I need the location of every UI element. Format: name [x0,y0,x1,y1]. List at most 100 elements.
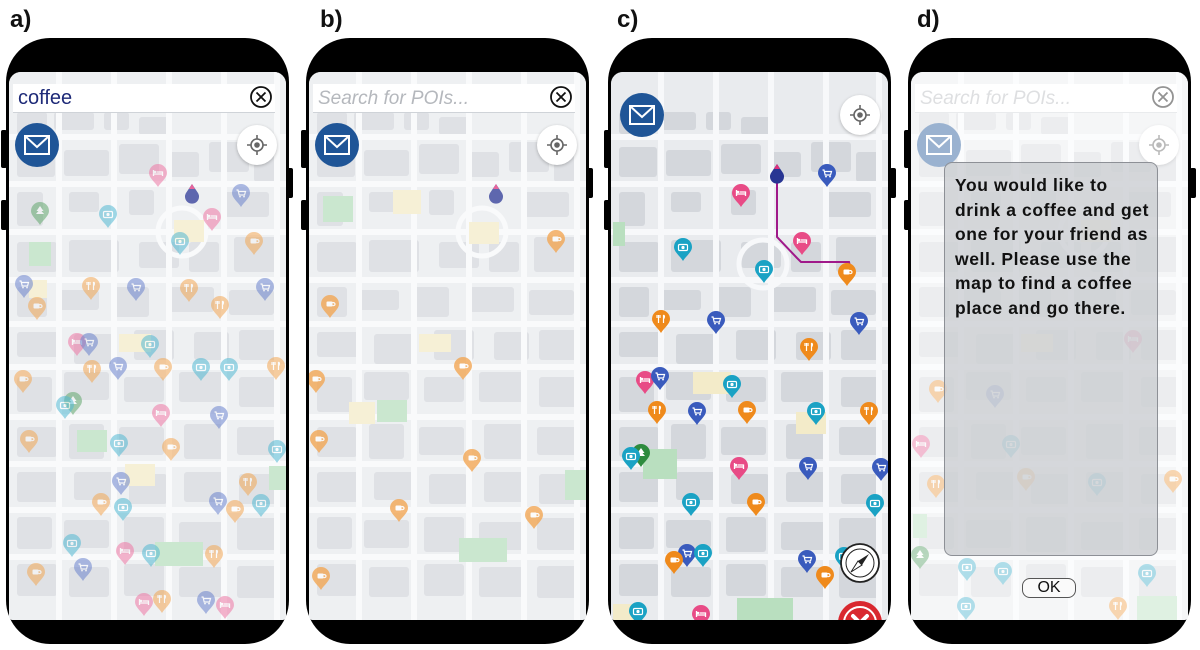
map-view[interactable] [611,72,888,620]
poi-marker-camera[interactable] [110,434,128,457]
poi-marker-coffee[interactable] [154,358,172,381]
poi-marker-coffee[interactable] [547,230,565,253]
poi-marker-shopping[interactable] [232,184,250,207]
poi-marker-coffee[interactable] [665,551,683,574]
map-screen[interactable] [611,72,888,620]
poi-marker-coffee[interactable] [747,493,765,516]
poi-marker-camera[interactable] [99,205,117,228]
poi-marker-shopping[interactable] [872,458,888,481]
poi-marker-camera[interactable] [674,238,692,261]
poi-marker-shopping[interactable] [109,357,127,380]
poi-marker-hotel[interactable] [730,457,748,480]
search-bar[interactable]: Search for POIs... [313,84,575,113]
poi-marker-coffee[interactable] [816,566,834,589]
poi-marker-shopping[interactable] [15,275,33,298]
poi-marker-shopping[interactable] [210,406,228,429]
poi-marker-restaurant[interactable] [83,360,101,383]
poi-marker-coffee[interactable] [245,232,263,255]
poi-marker-camera[interactable] [629,602,647,620]
poi-marker-hotel[interactable] [149,164,167,187]
poi-marker-shopping[interactable] [112,472,130,495]
poi-marker-shopping[interactable] [209,492,227,515]
poi-marker-camera[interactable] [171,232,189,255]
poi-marker-hotel[interactable] [732,184,750,207]
locate-button[interactable] [537,125,577,165]
poi-marker-restaurant[interactable] [211,296,229,319]
poi-marker-camera[interactable] [63,534,81,557]
poi-marker-restaurant[interactable] [239,473,257,496]
poi-marker-camera[interactable] [268,440,286,463]
poi-marker-coffee[interactable] [525,506,543,529]
poi-marker-restaurant[interactable] [860,402,878,425]
poi-marker-restaurant[interactable] [205,545,223,568]
poi-marker-coffee[interactable] [738,401,756,424]
poi-marker-shopping[interactable] [197,591,215,614]
search-input[interactable]: coffee [18,87,73,109]
poi-marker-restaurant[interactable] [153,590,171,613]
poi-marker-coffee[interactable] [454,357,472,380]
poi-marker-camera[interactable] [723,375,741,398]
poi-marker-hotel[interactable] [636,371,654,394]
poi-marker-camera[interactable] [755,260,773,283]
messages-button[interactable] [315,123,359,167]
messages-button[interactable] [620,93,664,137]
poi-marker-restaurant[interactable] [180,279,198,302]
locate-button[interactable] [237,125,277,165]
poi-marker-coffee[interactable] [20,430,38,453]
map-screen[interactable]: Search for POIs... [309,72,586,620]
poi-marker-camera[interactable] [866,494,884,517]
poi-marker-camera[interactable] [682,493,700,516]
map-view[interactable] [9,72,286,620]
poi-marker-coffee[interactable] [28,297,46,320]
poi-marker-restaurant[interactable] [82,277,100,300]
poi-marker-hotel[interactable] [692,605,710,620]
poi-marker-hotel[interactable] [152,404,170,427]
poi-marker-coffee[interactable] [226,500,244,523]
poi-marker-coffee[interactable] [162,438,180,461]
close-icon[interactable] [249,85,273,109]
poi-marker-shopping[interactable] [818,164,836,187]
poi-marker-restaurant[interactable] [652,310,670,333]
poi-marker-restaurant[interactable] [800,338,818,361]
poi-marker-camera[interactable] [252,494,270,517]
poi-marker-coffee[interactable] [27,563,45,586]
poi-marker-shopping[interactable] [799,457,817,480]
poi-marker-shopping[interactable] [127,278,145,301]
poi-marker-restaurant[interactable] [648,401,666,424]
messages-button[interactable] [15,123,59,167]
poi-marker-camera[interactable] [141,335,159,358]
poi-marker-camera[interactable] [220,358,238,381]
poi-marker-coffee[interactable] [463,449,481,472]
poi-marker-shopping[interactable] [798,550,816,573]
poi-marker-shopping[interactable] [80,333,98,356]
poi-marker-camera[interactable] [114,498,132,521]
poi-marker-shopping[interactable] [651,367,669,390]
poi-marker-hotel[interactable] [793,232,811,255]
poi-marker-coffee[interactable] [14,370,32,393]
poi-marker-restaurant[interactable] [267,357,285,380]
poi-marker-shopping[interactable] [256,278,274,301]
poi-marker-shopping[interactable] [688,402,706,425]
poi-marker-hotel[interactable] [203,208,221,231]
poi-marker-coffee[interactable] [390,499,408,522]
poi-marker-coffee[interactable] [309,370,325,393]
poi-marker-camera[interactable] [807,402,825,425]
exit-icon[interactable] [837,600,883,620]
poi-marker-camera[interactable] [192,358,210,381]
map-screen[interactable]: coffee [9,72,286,620]
poi-marker-coffee[interactable] [312,567,330,590]
poi-marker-hotel[interactable] [216,596,234,619]
poi-marker-camera[interactable] [142,544,160,567]
poi-marker-hotel[interactable] [116,542,134,565]
close-icon[interactable] [549,85,573,109]
poi-marker-coffee[interactable] [310,430,328,453]
compass-icon[interactable] [839,542,881,584]
poi-marker-camera[interactable] [622,447,640,470]
search-bar[interactable]: coffee [13,84,275,113]
poi-marker-shopping[interactable] [74,558,92,581]
poi-marker-coffee[interactable] [92,493,110,516]
poi-marker-coffee[interactable] [838,263,856,286]
poi-marker-camera[interactable] [694,544,712,567]
ok-button[interactable]: OK [1022,578,1076,598]
map-view[interactable] [309,72,586,620]
